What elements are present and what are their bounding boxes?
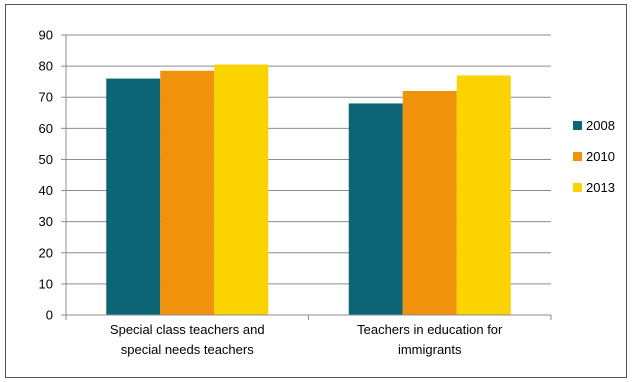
y-tick-label-50: 50 (39, 152, 53, 167)
bar-2013-category-1 (214, 64, 269, 315)
y-tick-label-80: 80 (39, 59, 53, 74)
legend-swatch-2008 (573, 121, 582, 130)
bar-2010-category-2 (402, 91, 457, 315)
x-category-label-1: Special class teachers and special needs … (110, 322, 265, 357)
legend-swatch-2010 (573, 152, 582, 161)
x-axis-category-labels: Special class teachers and special needs … (110, 322, 503, 357)
legend-label-2013: 2013 (586, 180, 615, 195)
y-tick-label-60: 60 (39, 121, 53, 136)
y-tick-label-90: 90 (39, 28, 53, 43)
legend-swatch-2013 (573, 183, 582, 192)
bar-2008-category-2 (348, 103, 403, 315)
x-category-label-line: special needs teachers (121, 342, 254, 357)
bar-2013-category-2 (456, 75, 511, 315)
y-tick-label-10: 10 (39, 276, 53, 291)
y-tick-label-70: 70 (39, 90, 53, 105)
x-category-label-line: Special class teachers and (110, 322, 265, 337)
bars (106, 64, 511, 316)
legend-label-2008: 2008 (586, 118, 615, 133)
x-category-label-2: Teachers in education for immigrants (357, 322, 503, 357)
y-tick-label-20: 20 (39, 245, 53, 260)
x-category-label-line: Teachers in education for (357, 322, 503, 337)
y-tick-label-30: 30 (39, 214, 53, 229)
bar-2008-category-1 (106, 78, 161, 315)
y-tick-label-40: 40 (39, 183, 53, 198)
axes (61, 34, 552, 320)
legend-label-2010: 2010 (586, 149, 615, 164)
y-axis-tick-labels: 0 10 20 30 40 50 60 70 80 90 (39, 28, 53, 323)
bar-2010-category-1 (160, 70, 215, 316)
legend: 2008 2010 2013 (573, 118, 615, 195)
y-tick-label-0: 0 (46, 308, 53, 323)
x-category-label-line: immigrants (398, 342, 462, 357)
